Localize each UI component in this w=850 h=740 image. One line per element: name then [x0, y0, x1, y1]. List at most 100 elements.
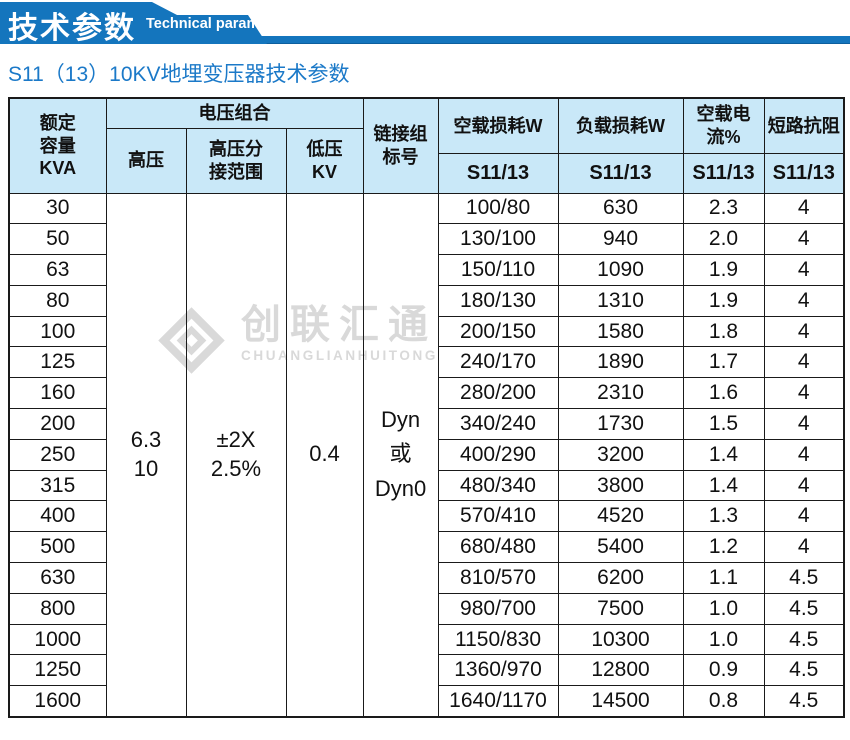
- table-row: 250 400/290 3200 1.4 4: [8, 438, 845, 471]
- header-connection: 链接组 标号: [362, 97, 439, 194]
- cell-impedance: 4: [763, 438, 845, 471]
- cell-load-loss: 1890: [557, 346, 684, 379]
- cell-kva: 50: [8, 223, 107, 256]
- cell-impedance: 4: [763, 254, 845, 286]
- cell-no-load-loss: 680/480: [437, 531, 559, 564]
- cell-load-loss: 2310: [557, 377, 684, 410]
- cell-no-load-current: 1.0: [682, 623, 765, 656]
- cell-impedance: 4.5: [763, 592, 845, 625]
- header-impedance: 短路抗阻: [763, 97, 845, 154]
- cell-impedance: 4: [763, 284, 845, 317]
- cell-impedance: 4: [763, 377, 845, 410]
- header-no-load-current: 空载电流%: [682, 97, 765, 154]
- cell-load-loss: 3800: [557, 469, 684, 502]
- table-row: 30 6.3 10 ±2X 2.5% 0.4 Dyn 或 Dyn0 100/80 630 2.…: [8, 192, 845, 718]
- cell-no-load-current: 1.2: [682, 531, 765, 564]
- cell-load-loss: 6200: [557, 562, 684, 594]
- table-row: 500 680/480 5400 1.2 4: [8, 531, 845, 564]
- header-hv-tap: 高压分 接范围: [185, 127, 287, 194]
- cell-kva: 400: [8, 500, 107, 533]
- header-no-load-loss: 空载损耗W: [437, 97, 559, 154]
- cell-load-loss: 10300: [557, 623, 684, 656]
- cell-no-load-loss: 280/200: [437, 377, 559, 410]
- banner-bar: [0, 36, 850, 44]
- cell-no-load-current: 0.8: [682, 685, 765, 718]
- table-row: 400 570/410 4520 1.3 4: [8, 500, 845, 533]
- table-header: 额定 容量 KVA 电压组合 链接组 标号 空载损耗W 负载损耗W 空载电流% …: [8, 97, 845, 194]
- cell-no-load-current: 1.9: [682, 254, 765, 286]
- cell-lv-value: 0.4: [285, 192, 364, 718]
- cell-no-load-current: 1.8: [682, 315, 765, 348]
- cell-load-loss: 4520: [557, 500, 684, 533]
- table-row: 1250 1360/970 12800 0.9 4.5: [8, 654, 845, 687]
- table-area: 创联汇通 CHUANGLIANHUITONG 额定 容量 KVA 电压组合 链接…: [8, 97, 846, 718]
- table-row: 160 280/200 2310 1.6 4: [8, 377, 845, 410]
- cell-kva: 1250: [8, 654, 107, 687]
- cell-no-load-current: 1.9: [682, 284, 765, 317]
- cell-no-load-loss: 1360/970: [437, 654, 559, 687]
- cell-no-load-loss: 240/170: [437, 346, 559, 379]
- cell-no-load-loss: 400/290: [437, 438, 559, 471]
- cell-kva: 200: [8, 408, 107, 440]
- cell-no-load-loss: 130/100: [437, 223, 559, 256]
- cell-no-load-current: 0.9: [682, 654, 765, 687]
- cell-impedance: 4.5: [763, 623, 845, 656]
- cell-no-load-current: 1.3: [682, 500, 765, 533]
- header-capacity: 额定 容量 KVA: [8, 97, 107, 194]
- cell-no-load-current: 1.5: [682, 408, 765, 440]
- table-row: 125 240/170 1890 1.7 4: [8, 346, 845, 379]
- cell-no-load-loss: 810/570: [437, 562, 559, 594]
- table-row: 800 980/700 7500 1.0 4.5: [8, 592, 845, 625]
- cell-kva: 800: [8, 592, 107, 625]
- cell-no-load-loss: 200/150: [437, 315, 559, 348]
- header-sub-no-load-loss: S11/13: [437, 152, 559, 194]
- header-load-loss: 负载损耗W: [557, 97, 684, 154]
- cell-kva: 500: [8, 531, 107, 564]
- cell-load-loss: 1730: [557, 408, 684, 440]
- cell-no-load-loss: 150/110: [437, 254, 559, 286]
- table-body: 30 6.3 10 ±2X 2.5% 0.4 Dyn 或 Dyn0 100/80 630 2.…: [8, 192, 845, 718]
- header-sub-load-loss: S11/13: [557, 152, 684, 194]
- cell-load-loss: 7500: [557, 592, 684, 625]
- page-title: S11（13）10KV地埋变压器技术参数: [8, 63, 350, 86]
- cell-no-load-current: 1.1: [682, 562, 765, 594]
- cell-hv-value: 6.3 10: [105, 192, 187, 718]
- cell-no-load-loss: 1640/1170: [437, 685, 559, 718]
- cell-impedance: 4.5: [763, 562, 845, 594]
- header-voltage-group: 电压组合: [105, 97, 364, 129]
- cell-load-loss: 14500: [557, 685, 684, 718]
- cell-no-load-loss: 340/240: [437, 408, 559, 440]
- cell-kva: 630: [8, 562, 107, 594]
- cell-kva: 80: [8, 284, 107, 317]
- cell-load-loss: 630: [557, 192, 684, 225]
- cell-kva: 30: [8, 192, 107, 225]
- cell-kva: 1600: [8, 685, 107, 718]
- cell-no-load-current: 1.4: [682, 469, 765, 502]
- banner-title-en: Technical parameter: [146, 16, 286, 32]
- cell-impedance: 4.5: [763, 685, 845, 718]
- cell-kva: 125: [8, 346, 107, 379]
- cell-no-load-loss: 1150/830: [437, 623, 559, 656]
- cell-load-loss: 1090: [557, 254, 684, 286]
- table-row: 63 150/110 1090 1.9 4: [8, 254, 845, 286]
- parameters-table: 额定 容量 KVA 电压组合 链接组 标号 空载损耗W 负载损耗W 空载电流% …: [8, 97, 846, 718]
- cell-no-load-loss: 980/700: [437, 592, 559, 625]
- cell-load-loss: 1580: [557, 315, 684, 348]
- cell-kva: 100: [8, 315, 107, 348]
- cell-no-load-current: 1.4: [682, 438, 765, 471]
- header-hv: 高压: [105, 127, 187, 194]
- cell-impedance: 4: [763, 469, 845, 502]
- cell-kva: 1000: [8, 623, 107, 656]
- cell-no-load-loss: 180/130: [437, 284, 559, 317]
- banner-title-zh: 技术参数: [8, 12, 136, 45]
- header-row-2: 高压 高压分 接范围 低压 KV: [9, 127, 844, 194]
- header-lv: 低压 KV: [285, 127, 364, 194]
- table-row: 1600 1640/1170 14500 0.8 4.5: [8, 685, 845, 718]
- cell-kva: 315: [8, 469, 107, 502]
- cell-impedance: 4: [763, 315, 845, 348]
- header-row-3: S11/13 S11/13 S11/13 S11/13: [9, 152, 845, 194]
- table-row: 200 340/240 1730 1.5 4: [8, 408, 845, 440]
- table-row: 1000 1150/830 10300 1.0 4.5: [8, 623, 845, 656]
- cell-impedance: 4: [763, 192, 845, 225]
- cell-impedance: 4: [763, 408, 845, 440]
